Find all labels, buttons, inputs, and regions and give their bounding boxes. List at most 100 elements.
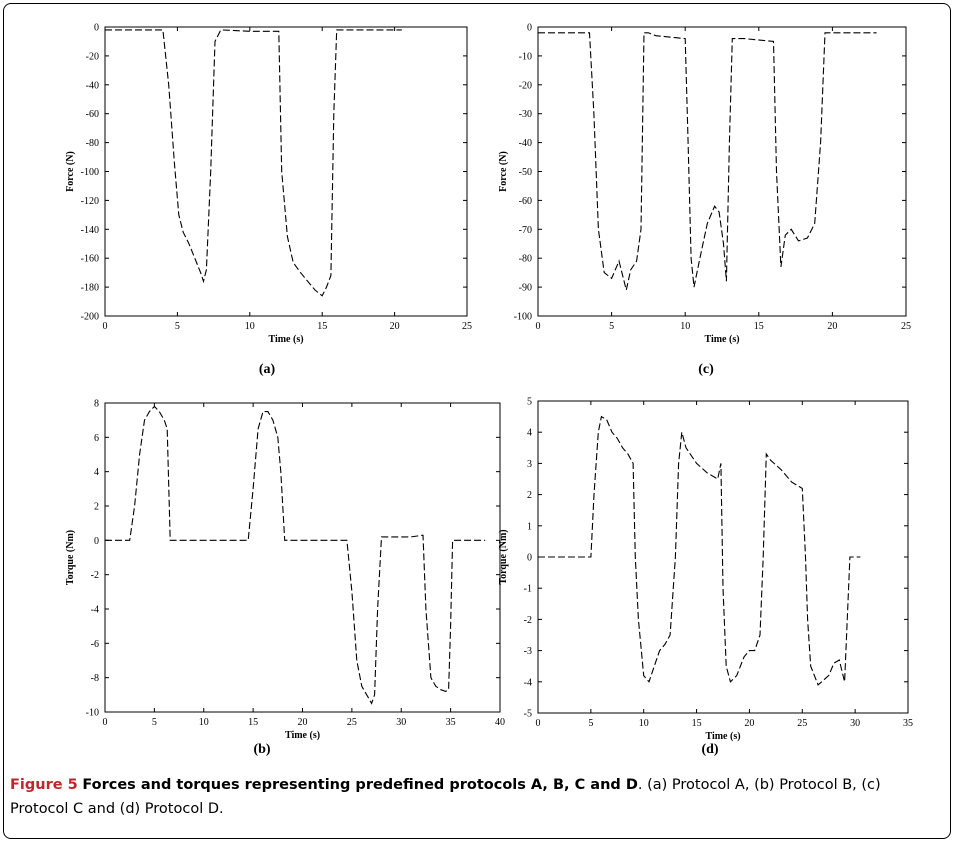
x-axis-title: Time (s) (268, 334, 303, 345)
y-tick-label: -160 (81, 254, 99, 265)
x-tick-label: 20 (827, 321, 837, 332)
y-tick-label: 0 (94, 536, 99, 547)
caption-figure-label: Figure 5 (10, 777, 78, 793)
x-tick-label: 10 (199, 717, 209, 728)
y-tick-label: 0 (527, 553, 532, 564)
y-tick-label: -20 (519, 80, 532, 91)
series-line (105, 405, 486, 705)
y-tick-label: -5 (524, 709, 532, 720)
y-tick-label: -10 (86, 708, 99, 719)
x-tick-label: 5 (175, 321, 180, 332)
x-tick-label: 5 (152, 717, 157, 728)
y-tick-label: 6 (94, 433, 99, 444)
panel-label-d: (d) (701, 742, 719, 757)
y-tick-label: 1 (527, 521, 532, 532)
panel-label-a: (a) (258, 362, 276, 377)
y-axis-title: Force (N) (498, 151, 509, 192)
caption-title: Forces and torques representing predefin… (82, 777, 638, 793)
x-tick-label: 5 (609, 321, 614, 332)
y-tick-label: -8 (91, 673, 99, 684)
chart-panel-b: 0 5 10 15 20 25 30 35 40 8 6 4 2 0 -2 -4 -6 -8 -10 Time (s)… (50, 392, 505, 758)
x-tick-label: 15 (248, 717, 258, 728)
y-tick-label: -90 (519, 283, 532, 294)
x-tick-label: 15 (692, 718, 702, 729)
y-tick-label: -50 (519, 167, 532, 178)
x-tick-label: 30 (850, 718, 860, 729)
y-tick-label: 3 (527, 459, 532, 470)
x-tick-label: 25 (347, 717, 357, 728)
y-tick-label: -6 (91, 639, 99, 650)
y-tick-label: 5 (527, 397, 532, 408)
y-tick-label: -70 (519, 225, 532, 236)
chart-panel-a: 0 5 10 15 20 25 0 -20 -40 -60 -80 -100 -120 -140 -160 -… (50, 14, 480, 378)
figure-frame (3, 3, 951, 839)
y-tick-label: -80 (86, 138, 99, 149)
x-tick-label: 20 (298, 717, 308, 728)
plot-area (537, 400, 909, 714)
y-tick-label: -100 (81, 167, 99, 178)
chart-a-svg: 0 5 10 15 20 25 0 -20 -40 -60 -80 -100 -120 -140 -160 -… (65, 23, 472, 346)
x-tick-label: 0 (536, 718, 541, 729)
caption-text: . (a) Protocol A, (b) Protocol B, (c) Pr… (10, 777, 881, 817)
y-tick-label: -3 (524, 646, 532, 657)
y-tick-label: 4 (527, 428, 532, 439)
y-tick-label: -30 (519, 109, 532, 120)
y-tick-label: -120 (81, 196, 99, 207)
x-tick-label: 20 (390, 321, 400, 332)
y-tick-label: -2 (91, 570, 99, 581)
y-tick-label: -40 (519, 138, 532, 149)
y-tick-label: -1 (524, 584, 532, 595)
y-tick-label: 0 (527, 23, 532, 34)
y-tick-label: 2 (527, 490, 532, 501)
y-tick-label: -10 (519, 51, 532, 62)
x-tick-label: 40 (495, 717, 505, 728)
series-line (538, 415, 861, 686)
x-tick-label: 30 (396, 717, 406, 728)
chart-panel-c: 0 5 10 15 20 25 0 -10 -20 -30 -40 -50 -60 -70 -80 -90 -1… (478, 14, 918, 378)
x-tick-label: 15 (317, 321, 327, 332)
x-tick-label: 10 (245, 321, 255, 332)
x-tick-label: 0 (103, 321, 108, 332)
y-tick-label: -4 (91, 605, 99, 616)
x-tick-label: 10 (639, 718, 649, 729)
y-tick-label: -60 (86, 109, 99, 120)
y-tick-label: -60 (519, 196, 532, 207)
y-axis-title: Torque (Nm) (65, 530, 76, 585)
y-tick-label: -20 (86, 51, 99, 62)
x-tick-label: 25 (797, 718, 807, 729)
x-tick-label: 10 (680, 321, 690, 332)
y-tick-label: 0 (94, 23, 99, 34)
y-tick-label: 2 (94, 502, 99, 513)
x-tick-label: 15 (754, 321, 764, 332)
panel-label-c: (c) (698, 362, 714, 377)
x-axis-title: Time (s) (704, 334, 739, 345)
plot-area (104, 26, 468, 317)
chart-panel-d: 0 5 10 15 20 25 30 35 5 4 3 2 1 0 -1 -2 -3 -4 -5 Time (s) To… (478, 392, 918, 758)
y-tick-label: -140 (81, 225, 99, 236)
x-tick-label: 35 (446, 717, 456, 728)
y-tick-label: 8 (94, 399, 99, 410)
series-line (105, 29, 402, 297)
y-tick-label: -80 (519, 254, 532, 265)
x-tick-label: 25 (901, 321, 911, 332)
x-tick-label: 5 (588, 718, 593, 729)
plot-area (537, 26, 907, 317)
panel-label-b: (b) (253, 742, 271, 757)
y-axis-title: Force (N) (65, 151, 76, 192)
x-axis-title: Time (s) (285, 730, 320, 741)
y-axis-title: Torque (Nm) (498, 529, 509, 584)
y-tick-label: -180 (81, 283, 99, 294)
y-tick-label: -2 (524, 615, 532, 626)
x-tick-label: 0 (103, 717, 108, 728)
plot-area (104, 402, 501, 713)
y-tick-label: -100 (514, 312, 532, 323)
y-tick-label: -4 (524, 677, 532, 688)
series-line (538, 32, 877, 291)
y-tick-label: -40 (86, 80, 99, 91)
figure-caption: Figure 5 Forces and torques representing… (10, 773, 940, 821)
x-tick-label: 20 (744, 718, 754, 729)
x-tick-label: 35 (903, 718, 913, 729)
x-tick-label: 25 (462, 321, 472, 332)
